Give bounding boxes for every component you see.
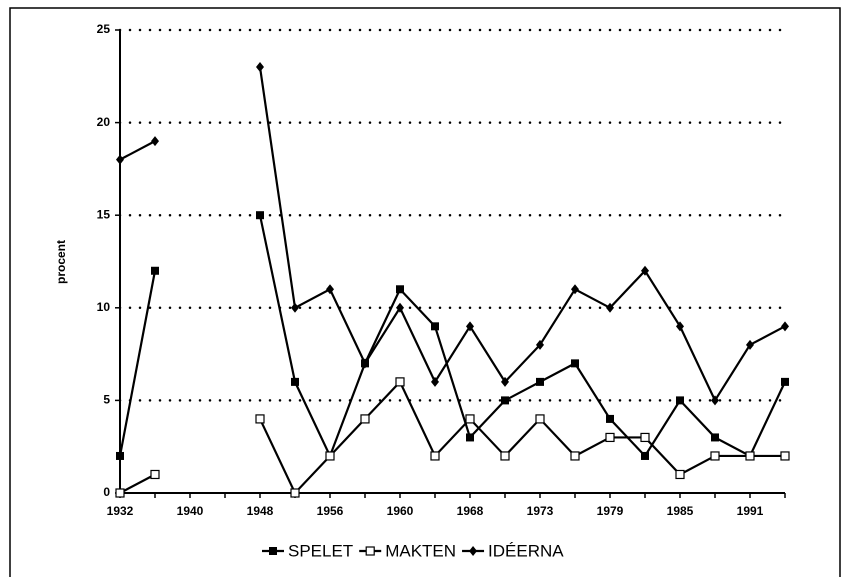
marker (465, 414, 475, 424)
marker (365, 546, 375, 556)
marker (290, 488, 300, 498)
marker (710, 451, 720, 461)
marker (255, 414, 265, 424)
marker (116, 451, 124, 460)
marker (746, 339, 754, 350)
marker (675, 469, 685, 480)
marker (571, 284, 579, 295)
marker (571, 359, 579, 368)
marker (535, 414, 545, 424)
marker (711, 433, 719, 442)
x-tick-label: 1960 (387, 504, 414, 518)
marker (780, 451, 790, 461)
legend: SPELET MAKTEN IDÉERNA (262, 541, 564, 560)
marker (430, 451, 440, 461)
marker (115, 488, 125, 498)
marker (606, 302, 614, 313)
marker (605, 432, 615, 443)
x-tick-label: 1932 (107, 504, 134, 518)
marker (325, 451, 335, 461)
marker (361, 358, 369, 369)
marker (150, 469, 160, 480)
marker (269, 547, 277, 555)
y-tick-label: 25 (97, 22, 111, 36)
legend-label: IDÉERNA (488, 541, 564, 560)
marker (641, 451, 649, 460)
legend-label: SPELET (288, 541, 353, 560)
marker (781, 321, 789, 332)
marker (711, 395, 719, 406)
marker (396, 285, 404, 294)
y-tick-label: 0 (103, 485, 110, 499)
x-tick-label: 1948 (247, 504, 274, 518)
marker (360, 414, 370, 424)
marker (466, 321, 474, 332)
marker (466, 433, 474, 442)
marker (469, 546, 478, 556)
y-axis-label: procent (54, 240, 68, 284)
marker (641, 265, 649, 276)
x-tick-label: 1985 (667, 504, 694, 518)
marker (431, 322, 439, 331)
frame (9, 7, 841, 577)
y-tick-label: 10 (97, 300, 111, 314)
marker (431, 376, 439, 387)
marker (396, 302, 404, 313)
x-tick-label: 1940 (177, 504, 204, 518)
marker (676, 396, 684, 405)
marker (676, 321, 684, 332)
marker (291, 377, 299, 386)
x-tick-label: 1968 (457, 504, 484, 518)
marker (151, 266, 159, 275)
series-line (119, 379, 785, 495)
marker (570, 451, 580, 461)
marker (326, 284, 334, 295)
marker (745, 451, 755, 461)
x-tick-label: 1991 (737, 504, 764, 518)
marker (291, 302, 299, 313)
marker (501, 376, 509, 387)
marker (395, 377, 405, 387)
x-tick-label: 1979 (597, 504, 624, 518)
legend-label: MAKTEN (385, 541, 456, 560)
marker (151, 136, 159, 147)
marker (781, 377, 789, 386)
y-tick-label: 20 (97, 115, 111, 129)
x-tick-label: 1956 (317, 504, 344, 518)
marker (606, 414, 614, 423)
y-tick-label: 5 (103, 393, 110, 407)
marker (256, 211, 264, 220)
series-line (118, 214, 786, 459)
marker (256, 62, 264, 73)
marker (500, 451, 510, 461)
x-tick-label: 1973 (527, 504, 554, 518)
y-tick-label: 15 (97, 207, 111, 221)
marker (536, 377, 544, 386)
series-line (119, 66, 786, 403)
marker (116, 154, 124, 165)
marker (536, 339, 544, 350)
marker (640, 432, 650, 443)
marker (501, 396, 509, 405)
